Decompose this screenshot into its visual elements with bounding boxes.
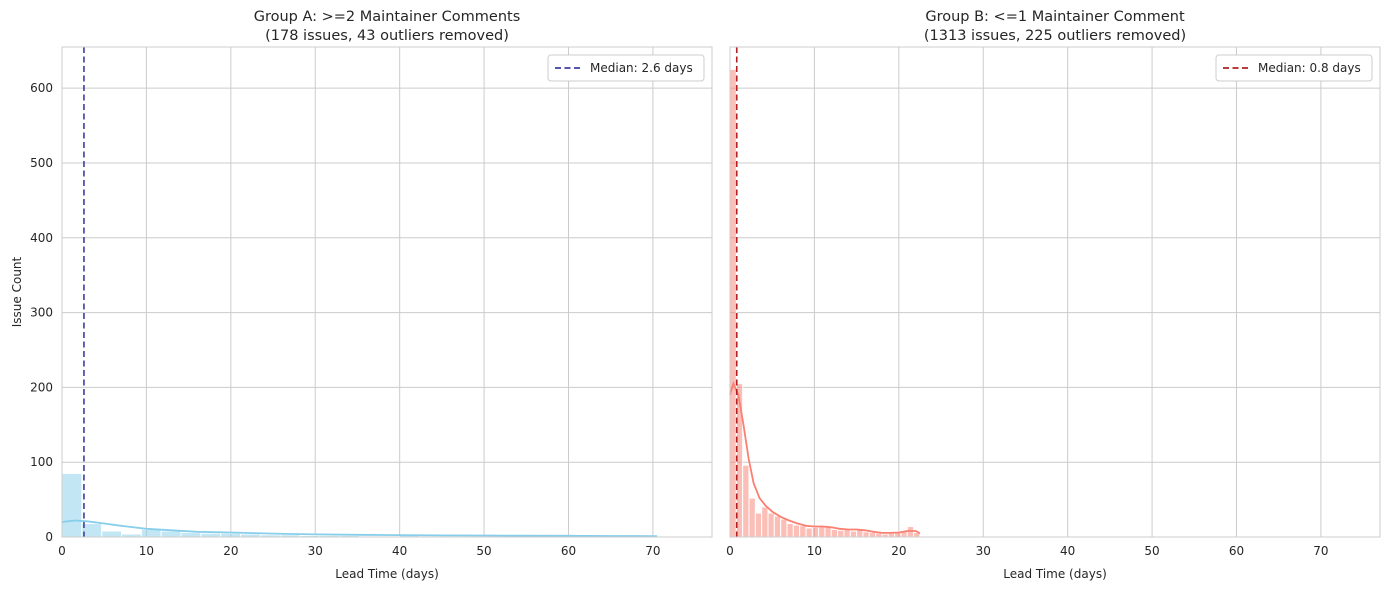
left-subplot: Group A: >=2 Maintainer Comments (178 is…: [10, 9, 713, 581]
right-histogram-bar: [748, 497, 756, 538]
left-y-tick-label: 100: [30, 455, 53, 469]
right-histogram-bar: [811, 526, 820, 538]
right-x-tick-label: 50: [1144, 544, 1159, 558]
right-histogram-bar: [849, 530, 858, 538]
right-histogram-bar: [754, 512, 763, 538]
right-title-line1: Group B: <=1 Maintainer Comment: [925, 9, 1185, 25]
left-y-tick-label: 500: [30, 156, 53, 170]
right-histogram-bar: [818, 526, 826, 538]
right-histogram-bar: [824, 526, 832, 538]
right-legend-box: [1215, 54, 1373, 82]
left-x-tick-label: 20: [223, 544, 238, 558]
right-legend: Median: 0.8 days: [1215, 54, 1373, 82]
right-histogram-bar: [843, 529, 851, 538]
right-histogram-bar: [792, 524, 801, 538]
right-subplot: Group B: <=1 Maintainer Comment (1313 is…: [726, 9, 1381, 581]
right-title-line2: (1313 issues, 225 outliers removed): [924, 28, 1186, 44]
right-kde-curve: [729, 381, 921, 535]
right-histogram-bar: [875, 532, 883, 538]
right-x-tick-label: 30: [976, 544, 991, 558]
left-axes-frame: [61, 46, 713, 538]
right-legend-label: Median: 0.8 days: [1258, 61, 1361, 75]
right-histogram-bar: [799, 525, 807, 538]
right-histogram-bar: [868, 532, 877, 538]
right-histogram-bar: [805, 527, 813, 538]
right-x-tick-label: 70: [1313, 544, 1328, 558]
right-histogram-bar: [837, 529, 845, 538]
left-x-tick-label: 40: [392, 544, 407, 558]
right-x-tick-label: 60: [1229, 544, 1244, 558]
left-y-tick-label: 0: [45, 530, 53, 544]
left-y-tick-label: 400: [30, 231, 53, 245]
left-y-tick-label: 200: [30, 380, 53, 394]
left-legend: Median: 2.6 days: [547, 54, 705, 82]
right-histogram-bar: [761, 506, 769, 538]
right-histogram-bar: [862, 531, 870, 538]
left-x-axis-label: Lead Time (days): [335, 567, 439, 581]
right-axes-frame: [729, 46, 1381, 538]
right-histogram-bar: [887, 532, 896, 538]
left-x-tick-label: 0: [58, 544, 66, 558]
left-x-tick-label: 60: [561, 544, 576, 558]
left-histogram-bar: [81, 523, 103, 538]
right-x-tick-label: 40: [1060, 544, 1075, 558]
left-histogram-bar: [200, 532, 222, 538]
left-histogram-bar: [160, 530, 182, 538]
left-kde-curve: [61, 519, 658, 537]
left-y-tick-label: 600: [30, 81, 53, 95]
right-x-axis-label: Lead Time (days): [1003, 567, 1107, 581]
left-x-tick-label: 70: [645, 544, 660, 558]
left-legend-label: Median: 2.6 days: [590, 61, 693, 75]
right-histogram-bar: [742, 464, 750, 538]
left-x-tick-label: 10: [139, 544, 154, 558]
right-histogram-bar: [780, 518, 788, 538]
left-plot-area: 0 10 20 30 40 50 60 70 0 100 200 300 400 500 600: [30, 46, 713, 558]
left-x-tick-label: 50: [476, 544, 491, 558]
left-histogram-bar: [220, 532, 242, 538]
right-x-tick-label: 0: [726, 544, 734, 558]
left-legend-box: [547, 54, 705, 82]
left-y-axis-label: Issue Count: [10, 256, 24, 327]
right-x-tick-label: 10: [807, 544, 822, 558]
right-histogram-bar: [767, 512, 775, 538]
left-title-line1: Group A: >=2 Maintainer Comments: [254, 9, 521, 25]
left-y-tick-label: 300: [30, 306, 53, 320]
left-histogram-bar: [180, 532, 202, 538]
right-x-tick-label: 20: [891, 544, 906, 558]
right-histogram-bar: [830, 529, 839, 538]
left-title-line2: (178 issues, 43 outliers removed): [265, 28, 509, 44]
left-histogram-bar: [61, 472, 83, 538]
right-plot-area: 0 10 20 30 40 50 60 70: [726, 46, 1381, 558]
left-histogram-bar: [140, 529, 162, 538]
right-histogram-bar: [729, 68, 737, 538]
left-histogram-bar: [101, 530, 123, 538]
right-histogram-bar: [773, 515, 782, 538]
right-histogram-bar: [786, 523, 794, 538]
left-x-tick-label: 30: [308, 544, 323, 558]
